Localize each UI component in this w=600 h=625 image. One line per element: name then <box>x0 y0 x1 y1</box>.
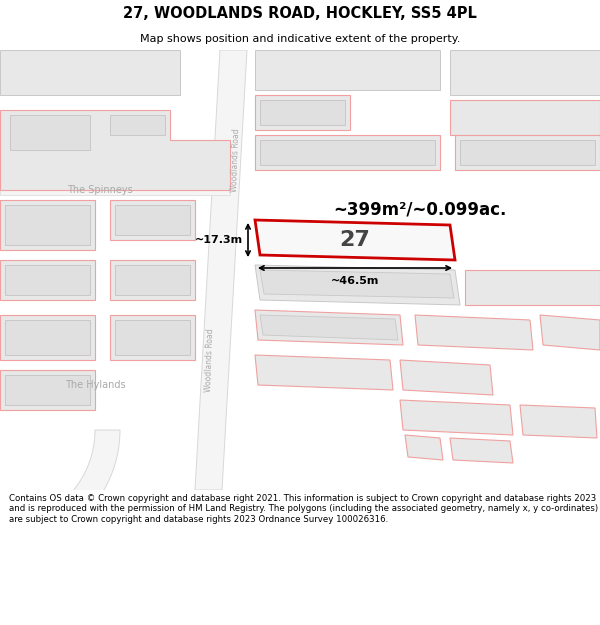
Polygon shape <box>0 110 230 190</box>
Polygon shape <box>0 370 95 410</box>
Polygon shape <box>110 200 195 240</box>
Polygon shape <box>0 260 95 300</box>
Polygon shape <box>460 140 595 165</box>
Polygon shape <box>255 50 440 90</box>
Polygon shape <box>110 260 195 300</box>
Polygon shape <box>5 265 90 295</box>
Polygon shape <box>5 320 90 355</box>
Polygon shape <box>5 375 90 405</box>
Polygon shape <box>450 100 600 135</box>
Polygon shape <box>5 205 90 245</box>
Polygon shape <box>255 220 455 260</box>
Polygon shape <box>115 265 190 295</box>
Polygon shape <box>255 310 403 345</box>
Polygon shape <box>400 360 493 395</box>
Polygon shape <box>195 50 247 490</box>
Polygon shape <box>465 270 600 305</box>
Polygon shape <box>415 315 533 350</box>
Text: Contains OS data © Crown copyright and database right 2021. This information is : Contains OS data © Crown copyright and d… <box>9 494 598 524</box>
Polygon shape <box>405 435 443 460</box>
Polygon shape <box>260 315 398 340</box>
Polygon shape <box>450 50 600 95</box>
Polygon shape <box>0 200 95 250</box>
Text: Woodlands Road: Woodlands Road <box>230 128 242 192</box>
Polygon shape <box>0 430 120 550</box>
Polygon shape <box>520 405 597 438</box>
Text: ~17.3m: ~17.3m <box>195 235 243 245</box>
Polygon shape <box>450 438 513 463</box>
Polygon shape <box>115 205 190 235</box>
Text: Woodlands Road: Woodlands Road <box>205 328 215 392</box>
Polygon shape <box>0 185 230 195</box>
Polygon shape <box>540 315 600 350</box>
Polygon shape <box>110 315 195 360</box>
Polygon shape <box>255 355 393 390</box>
Polygon shape <box>260 140 435 165</box>
Polygon shape <box>260 270 454 298</box>
Polygon shape <box>255 265 460 305</box>
Text: 27: 27 <box>340 230 370 250</box>
Text: Map shows position and indicative extent of the property.: Map shows position and indicative extent… <box>140 34 460 44</box>
Text: The Hylands: The Hylands <box>65 380 125 390</box>
Polygon shape <box>10 115 90 150</box>
Polygon shape <box>260 100 345 125</box>
Polygon shape <box>255 95 350 130</box>
Text: ~46.5m: ~46.5m <box>331 276 379 286</box>
Text: The Spinneys: The Spinneys <box>67 185 133 195</box>
Polygon shape <box>0 315 95 360</box>
Text: ~399m²/~0.099ac.: ~399m²/~0.099ac. <box>334 201 506 219</box>
Polygon shape <box>110 115 165 135</box>
Polygon shape <box>255 135 440 170</box>
Polygon shape <box>455 135 600 170</box>
Polygon shape <box>115 320 190 355</box>
Polygon shape <box>400 400 513 435</box>
Polygon shape <box>0 50 180 95</box>
Text: 27, WOODLANDS ROAD, HOCKLEY, SS5 4PL: 27, WOODLANDS ROAD, HOCKLEY, SS5 4PL <box>123 6 477 21</box>
